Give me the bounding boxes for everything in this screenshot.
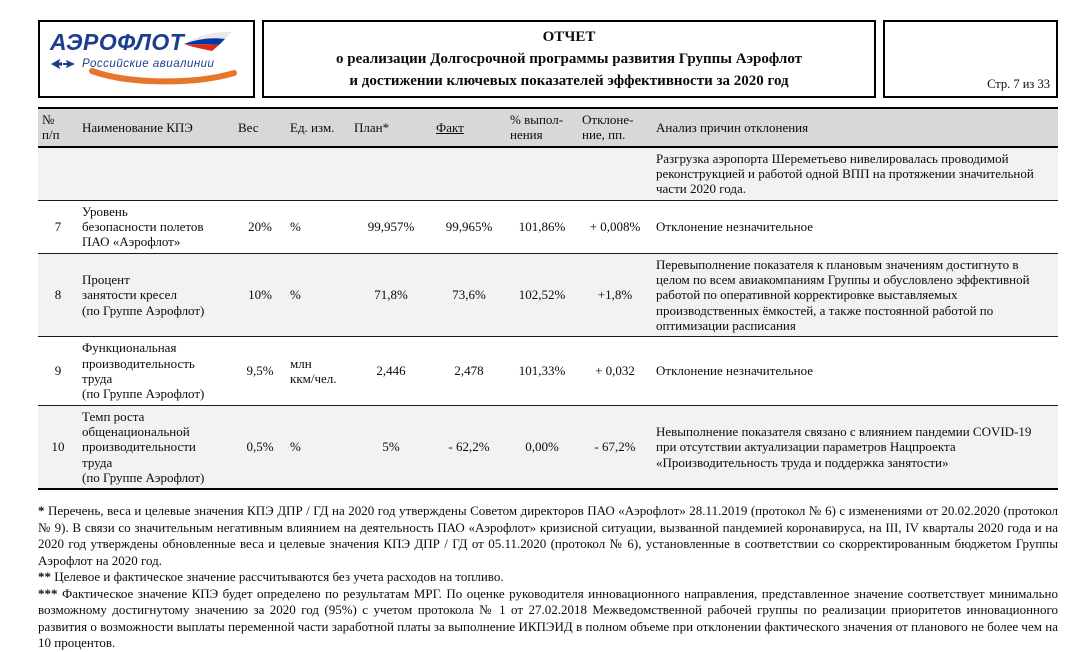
cell-pct: 101,86% xyxy=(518,218,566,234)
footnote-2-marker: ** xyxy=(38,569,51,585)
cell-name: Процент занятости кресел (по Группе Аэро… xyxy=(82,271,205,318)
cell-fact: 73,6% xyxy=(452,287,486,303)
cell-analysis: Разгрузка аэропорта Шереметьево нивелиро… xyxy=(656,150,1034,197)
cell-plan xyxy=(350,147,432,200)
cell-plan: 71,8% xyxy=(374,287,408,303)
footnote-3: *** Фактическое значение КПЭ будет опред… xyxy=(38,586,1058,652)
cell-weight: 20% xyxy=(248,218,272,234)
cell-fact: 2,478 xyxy=(454,363,484,379)
col-header-analysis: Анализ причин отклонения xyxy=(652,107,1058,148)
footnote-1-text: Перечень, веса и целевые значения КПЭ ДП… xyxy=(38,503,1059,568)
cell-dev xyxy=(578,147,652,200)
table-row-10: 10 Темп роста общенациональной производи… xyxy=(38,405,1058,490)
cell-dev: +1,8% xyxy=(597,287,633,303)
title-line-3: и достижении ключевых показателей эффект… xyxy=(349,72,789,89)
cell-unit: % xyxy=(290,287,301,303)
footnote-1: * Перечень, веса и целевые значения КПЭ … xyxy=(38,503,1058,569)
col-header-dev: Отклоне- ние, пп. xyxy=(578,107,652,148)
col-header-fact: Факт xyxy=(432,107,506,148)
cell-analysis: Отклонение незначительное xyxy=(656,218,814,234)
report-title: ОТЧЕТ о реализации Долгосрочной программ… xyxy=(262,20,876,98)
cell-unit: млн ккм/чел. xyxy=(290,355,337,386)
cell-dev: + 0,032 xyxy=(595,363,635,379)
cell-pct: 101,33% xyxy=(518,363,566,379)
cell-num: 9 xyxy=(54,363,62,379)
footnote-2: ** Целевое и фактическое значение рассчи… xyxy=(38,569,1058,586)
cell-plan: 5% xyxy=(382,439,400,455)
cell-num xyxy=(38,147,78,200)
cell-num: 10 xyxy=(51,439,65,455)
cell-plan: 99,957% xyxy=(367,218,415,234)
cell-name: Темп роста общенациональной производител… xyxy=(82,408,205,485)
cell-name: Функциональная производительность труда … xyxy=(82,340,205,402)
cell-fact: 99,965% xyxy=(445,218,493,234)
cell-weight: 10% xyxy=(248,287,272,303)
footnotes: * Перечень, веса и целевые значения КПЭ … xyxy=(38,503,1058,652)
table-row-7: 7 Уровень безопасности полетов ПАО «Аэро… xyxy=(38,200,1058,254)
table-row-continuation: Разгрузка аэропорта Шереметьево нивелиро… xyxy=(38,146,1058,201)
footnote-3-marker: *** xyxy=(38,585,58,601)
cell-unit: % xyxy=(290,218,301,234)
cell-unit xyxy=(286,147,350,200)
cell-name: Уровень безопасности полетов ПАО «Аэрофл… xyxy=(82,203,204,250)
logo-inner: АЭРОФЛОТ Российские авиалинии xyxy=(50,31,250,70)
orange-swoosh-icon xyxy=(89,68,237,85)
aeroflot-logo: АЭРОФЛОТ Российские авиалинии xyxy=(38,20,255,98)
title-line-1: ОТЧЕТ xyxy=(542,29,596,45)
cell-weight xyxy=(234,147,286,200)
cell-weight: 0,5% xyxy=(246,439,274,455)
col-header-name: Наименование КПЭ xyxy=(78,107,234,148)
page-header: АЭРОФЛОТ Российские авиалинии xyxy=(38,20,1058,98)
footnote-1-marker: * xyxy=(38,503,45,519)
cell-fact xyxy=(432,147,506,200)
cell-weight: 9,5% xyxy=(246,363,274,379)
footnote-3-text: Фактическое значение КПЭ будет определен… xyxy=(38,585,1059,651)
cell-analysis: Отклонение незначительное xyxy=(656,363,814,379)
cell-analysis: Невыполнение показателя связано с влияни… xyxy=(656,423,1032,470)
cell-fact: - 62,2% xyxy=(448,439,490,455)
cell-pct xyxy=(506,147,578,200)
table-row-9: 9 Функциональная производительность труд… xyxy=(38,337,1058,406)
cell-plan: 2,446 xyxy=(376,363,406,379)
footnote-2-text: Целевое и фактическое значение рассчитыв… xyxy=(54,569,504,585)
col-header-unit: Ед. изм. xyxy=(286,107,350,148)
logo-tagline: Российские авиалинии xyxy=(82,58,215,70)
col-header-num: № п/п xyxy=(38,107,78,148)
report-page: АЭРОФЛОТ Российские авиалинии xyxy=(38,20,1058,652)
title-line-2: о реализации Долгосрочной программы разв… xyxy=(336,50,802,67)
col-header-plan: План* xyxy=(350,107,432,148)
cell-num: 8 xyxy=(54,287,62,303)
cell-unit: % xyxy=(290,439,301,455)
russian-flag-icon xyxy=(184,31,233,51)
logo-brand-text: АЭРОФЛОТ xyxy=(50,29,185,55)
page-number-box: Стр. 7 из 33 xyxy=(883,20,1058,98)
cell-num: 7 xyxy=(54,218,62,234)
page-number-label: Стр. 7 из 33 xyxy=(987,77,1050,91)
cell-dev: + 0,008% xyxy=(589,218,641,234)
col-header-pct: % выпол- нения xyxy=(506,107,578,148)
col-header-weight: Вес xyxy=(234,107,286,148)
cell-pct: 102,52% xyxy=(518,287,566,303)
cell-dev: - 67,2% xyxy=(594,439,636,455)
table-header-row: № п/п Наименование КПЭ Вес Ед. изм. План… xyxy=(38,107,1058,148)
cell-pct: 0,00% xyxy=(525,439,559,455)
table-row-8: 8 Процент занятости кресел (по Группе Аэ… xyxy=(38,253,1058,337)
wings-emblem-icon xyxy=(51,59,75,69)
cell-name xyxy=(78,147,234,200)
kpi-table: № п/п Наименование КПЭ Вес Ед. изм. План… xyxy=(38,107,1058,490)
cell-analysis: Перевыполнение показателя к плановым зна… xyxy=(656,256,1030,333)
